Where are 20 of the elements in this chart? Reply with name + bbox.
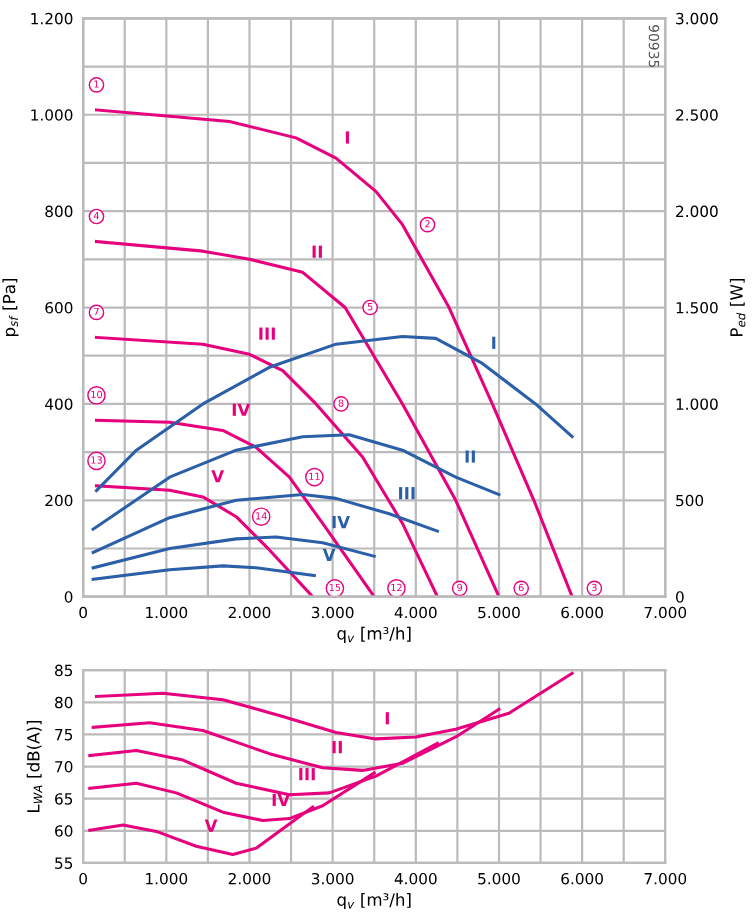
annotation: III — [299, 768, 315, 781]
annotation: III — [259, 327, 275, 340]
y-axis-title: L$_{WA}$ [dB(A)] — [26, 720, 43, 812]
annotation: I — [492, 336, 496, 349]
annotation: I — [385, 712, 389, 725]
annotation: IV — [272, 793, 291, 806]
annotation: II — [332, 741, 342, 754]
annotation: V — [322, 548, 336, 561]
annotation: I — [345, 131, 349, 144]
annotation: IV — [232, 403, 251, 416]
x-axis-title: q$_{v}$ [m³/h] — [337, 892, 411, 910]
y-axis-title: p$_{sf}$ [Pa] — [2, 279, 19, 337]
annotation: IV — [332, 515, 351, 529]
annotation: II — [312, 245, 322, 258]
annotation: II — [465, 450, 475, 463]
annotation: III — [399, 487, 415, 500]
annotation: V — [204, 819, 218, 832]
x-axis-title: q$_{v}$ [m³/h] — [337, 626, 411, 643]
annotation: V — [211, 470, 225, 483]
y2-axis-title: P$_{ed}$ [W] — [729, 279, 746, 336]
